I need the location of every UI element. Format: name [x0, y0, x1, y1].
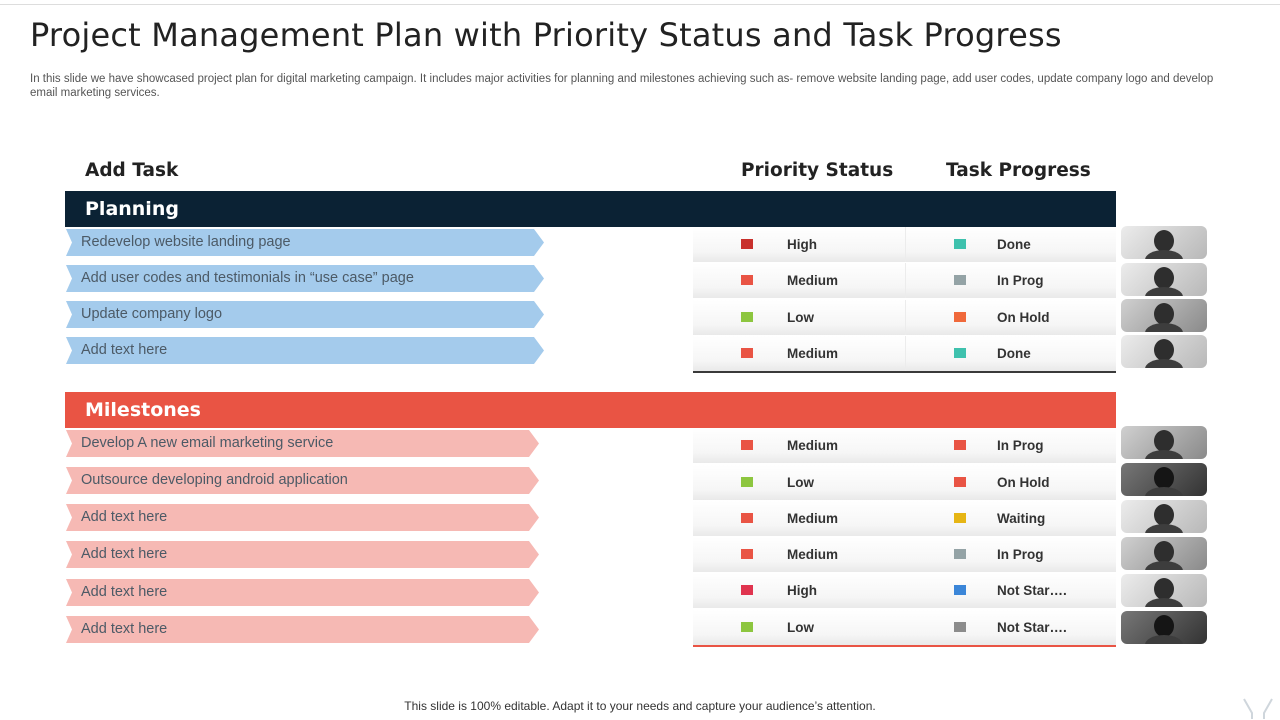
person-photo: [1121, 335, 1207, 368]
status-row: Medium Waiting: [693, 501, 1116, 536]
status-row: Low On Hold: [693, 300, 1116, 335]
priority-color-marker: [741, 513, 753, 523]
priority-status-label: Medium: [787, 346, 839, 361]
person-photo: [1121, 299, 1207, 332]
person-photo: [1121, 500, 1207, 533]
status-row: High Not Star….: [693, 573, 1116, 608]
task-item[interactable]: Develop A new email marketing service: [66, 430, 539, 457]
progress-color-marker: [954, 440, 966, 450]
column-divider: [905, 263, 906, 298]
priority-color-marker: [741, 549, 753, 559]
page-subtitle: In this slide we have showcased project …: [30, 73, 1214, 99]
priority-color-marker: [741, 312, 753, 322]
footer-note: This slide is 100% editable. Adapt it to…: [404, 699, 876, 713]
person-photo: [1121, 537, 1207, 570]
task-item[interactable]: Add text here: [66, 616, 539, 643]
status-row: High Done: [693, 227, 1116, 262]
task-item[interactable]: Redevelop website landing page: [66, 229, 544, 256]
task-progress-label: On Hold: [997, 310, 1050, 325]
person-photo: [1121, 574, 1207, 607]
task-item[interactable]: Add text here: [66, 337, 544, 364]
person-photo: [1121, 426, 1207, 459]
column-divider: [905, 300, 906, 335]
priority-status-label: Low: [787, 475, 814, 490]
priority-status-label: Medium: [787, 511, 839, 526]
task-item[interactable]: Add text here: [66, 504, 539, 531]
status-row: Medium In Prog: [693, 263, 1116, 298]
priority-color-marker: [741, 477, 753, 487]
progress-color-marker: [954, 312, 966, 322]
priority-status-label: Low: [787, 310, 814, 325]
section-bottom-rule: [693, 645, 1116, 647]
task-item[interactable]: Add text here: [66, 579, 539, 606]
progress-color-marker: [954, 585, 966, 595]
task-progress-label: In Prog: [997, 547, 1044, 562]
person-photo: [1121, 226, 1207, 259]
priority-color-marker: [741, 585, 753, 595]
column-header-task: Add Task: [85, 160, 179, 181]
task-progress-label: On Hold: [997, 475, 1050, 490]
priority-status-label: Medium: [787, 547, 839, 562]
priority-status-label: High: [787, 583, 817, 598]
corner-bracket-icon: [1243, 698, 1273, 719]
task-progress-label: Not Star….: [997, 620, 1067, 635]
status-row: Low Not Star….: [693, 610, 1116, 645]
priority-status-label: Medium: [787, 438, 839, 453]
task-item[interactable]: Add user codes and testimonials in “use …: [66, 265, 544, 292]
progress-color-marker: [954, 348, 966, 358]
progress-color-marker: [954, 622, 966, 632]
priority-status-label: Low: [787, 620, 814, 635]
task-progress-label: Not Star….: [997, 583, 1067, 598]
task-progress-label: Done: [997, 237, 1031, 252]
task-item[interactable]: Outsource developing android application: [66, 467, 539, 494]
task-progress-label: In Prog: [997, 438, 1044, 453]
task-item[interactable]: Add text here: [66, 541, 539, 568]
priority-color-marker: [741, 239, 753, 249]
page-title: Project Management Plan with Priority St…: [30, 16, 1062, 54]
status-row: Low On Hold: [693, 465, 1116, 500]
column-divider: [905, 227, 906, 262]
progress-color-marker: [954, 549, 966, 559]
priority-color-marker: [741, 440, 753, 450]
person-photo: [1121, 263, 1207, 296]
progress-color-marker: [954, 239, 966, 249]
column-header-priority: Priority Status: [741, 160, 894, 181]
priority-color-marker: [741, 348, 753, 358]
priority-color-marker: [741, 275, 753, 285]
task-progress-label: Waiting: [997, 511, 1046, 526]
section-header-planning: Planning: [65, 191, 1116, 227]
person-photo: [1121, 463, 1207, 496]
progress-color-marker: [954, 477, 966, 487]
progress-color-marker: [954, 275, 966, 285]
task-progress-label: In Prog: [997, 273, 1044, 288]
section-bottom-rule: [693, 371, 1116, 373]
column-divider: [905, 336, 906, 371]
task-item[interactable]: Update company logo: [66, 301, 544, 328]
priority-status-label: Medium: [787, 273, 839, 288]
top-divider: [0, 4, 1280, 5]
priority-color-marker: [741, 622, 753, 632]
status-row: Medium In Prog: [693, 537, 1116, 572]
progress-color-marker: [954, 513, 966, 523]
status-row: Medium Done: [693, 336, 1116, 371]
task-progress-label: Done: [997, 346, 1031, 361]
column-header-progress: Task Progress: [946, 160, 1091, 181]
section-header-milestones: Milestones: [65, 392, 1116, 428]
priority-status-label: High: [787, 237, 817, 252]
status-row: Medium In Prog: [693, 428, 1116, 463]
person-photo: [1121, 611, 1207, 644]
